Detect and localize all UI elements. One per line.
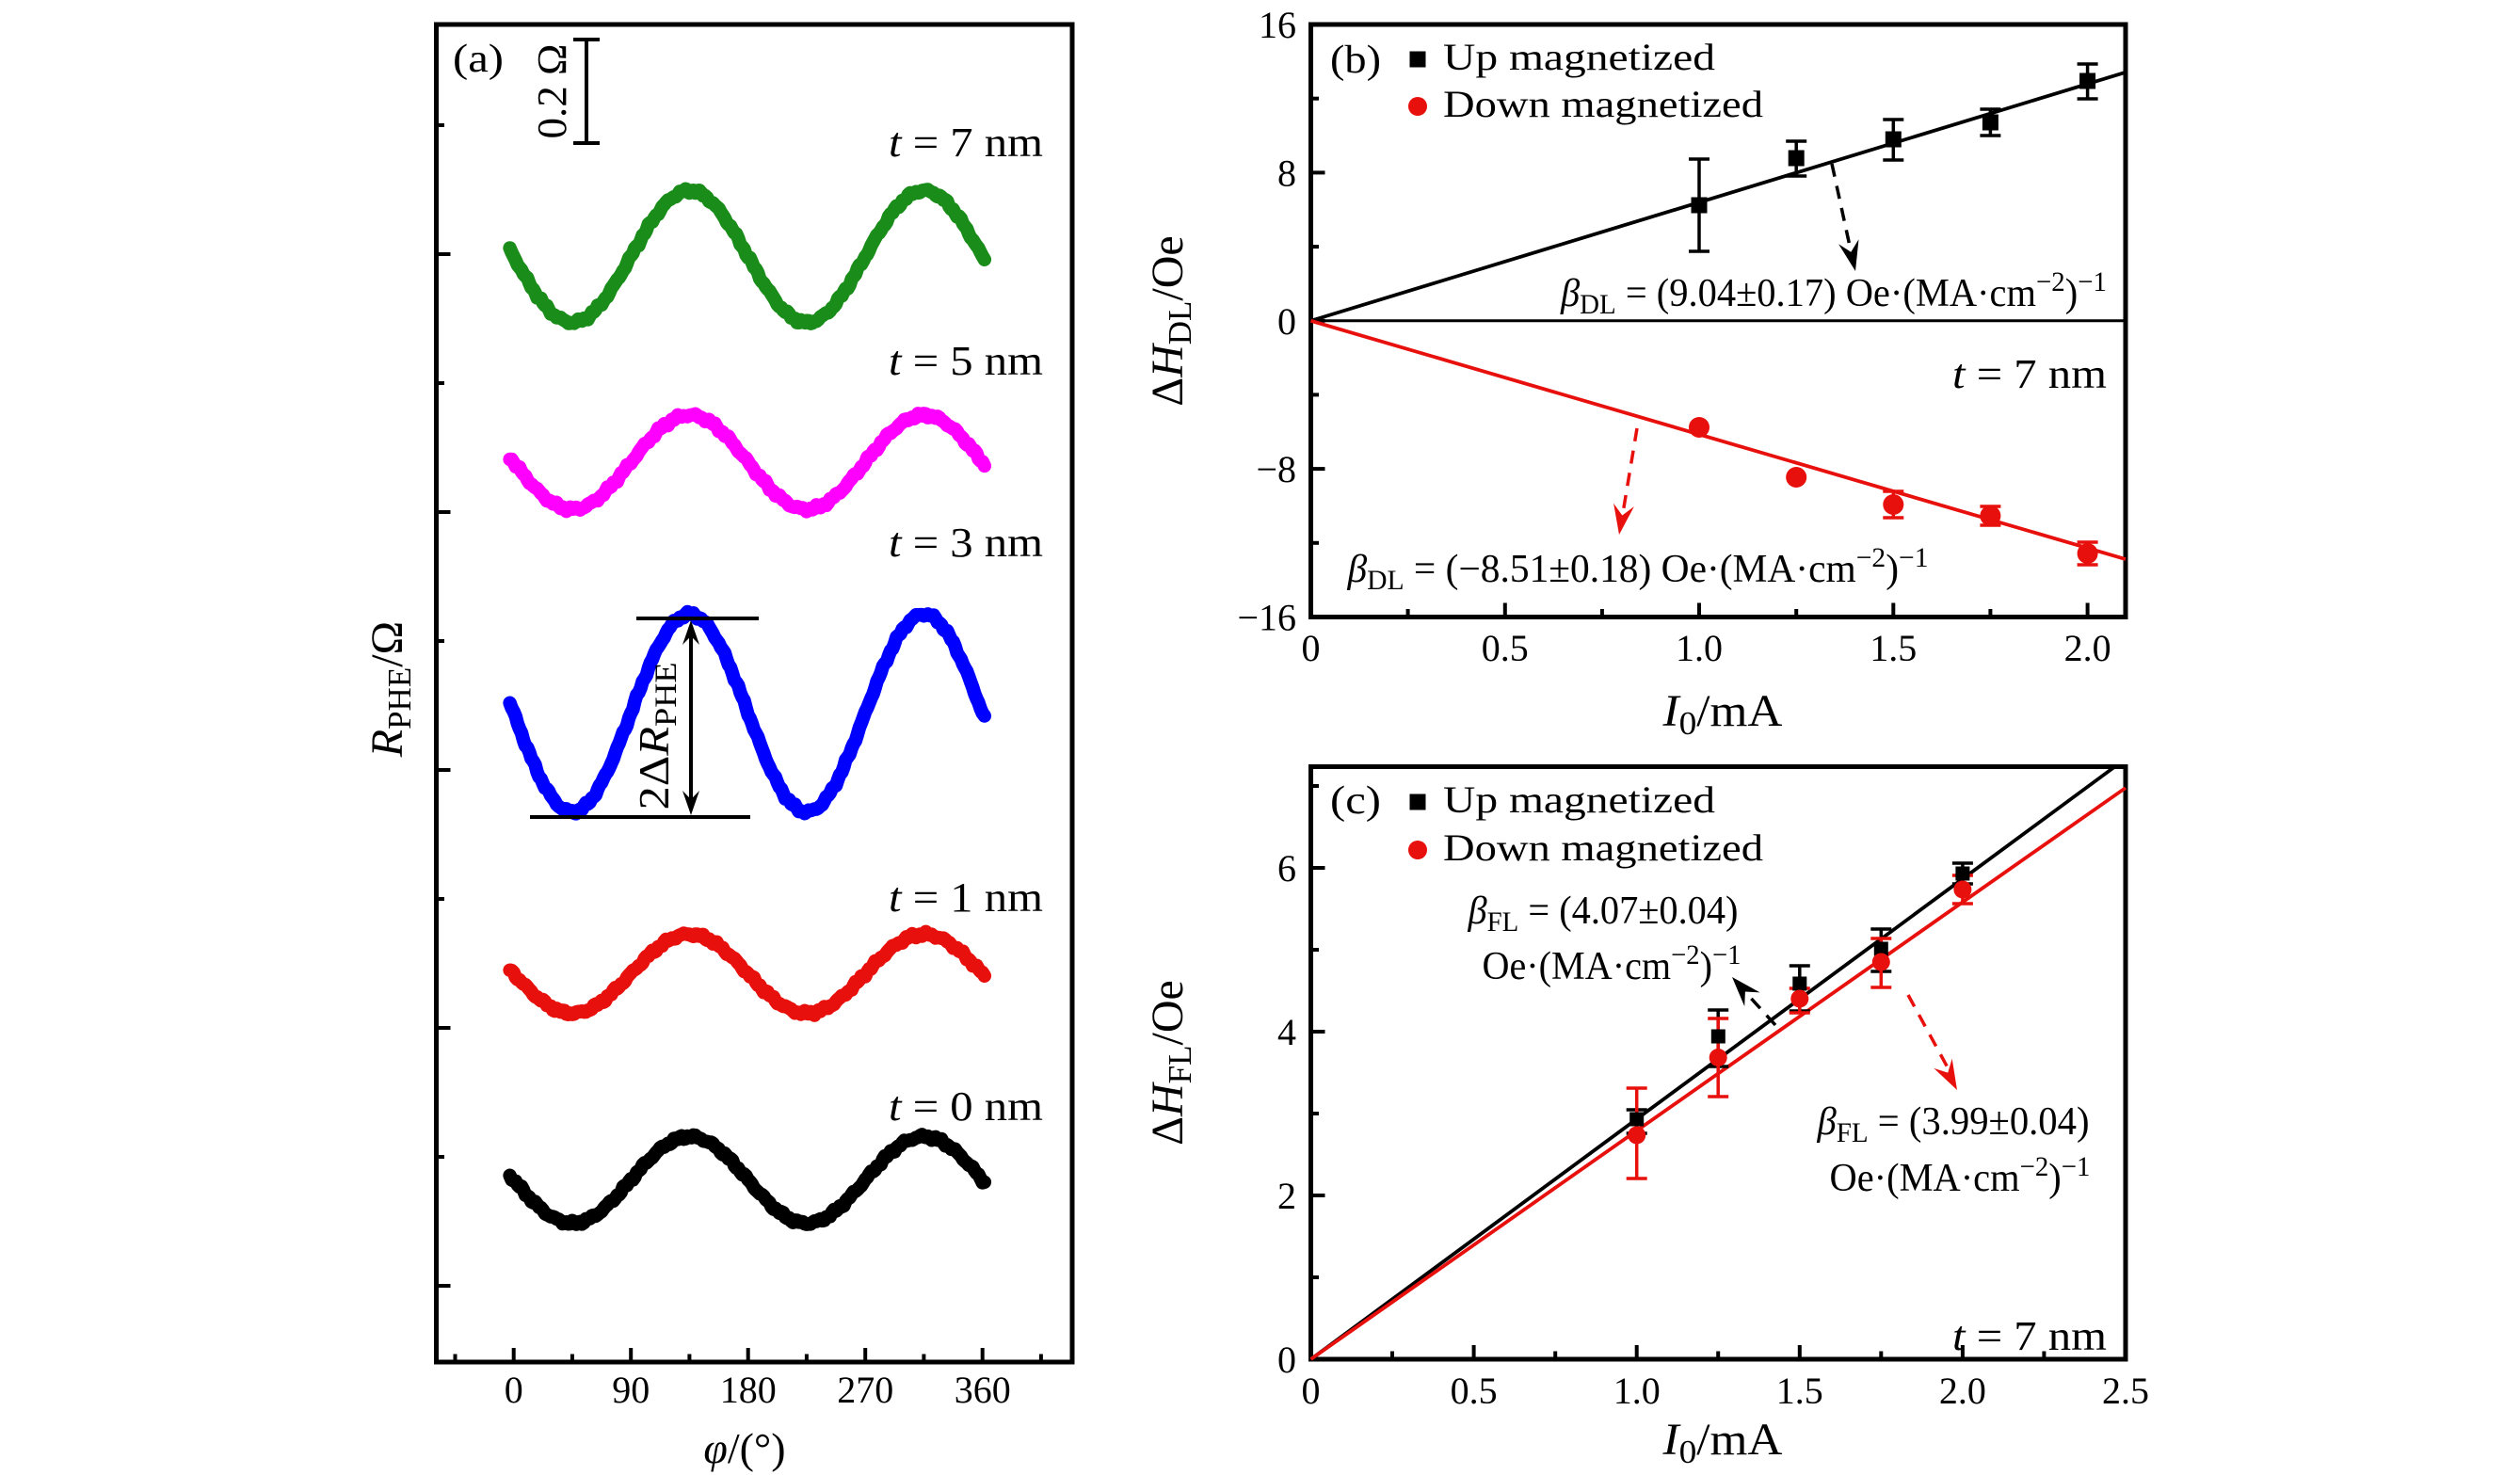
svg-text:16: 16 [1259,4,1296,46]
svg-text:0: 0 [1302,627,1321,669]
svg-text:φ/(°): φ/(°) [703,1424,785,1472]
svg-text:βDL = (9.04±0.17) Oe·(MA·cm−2): βDL = (9.04±0.17) Oe·(MA·cm−2)−1 [1560,266,2107,320]
svg-text:2.0: 2.0 [1939,1370,1986,1412]
svg-text:2ΔRPHE: 2ΔRPHE [630,663,683,810]
svg-text:1.0: 1.0 [1676,627,1723,669]
svg-text:t = 7 nm: t = 7 nm [1952,351,2107,397]
svg-text:βFL = (3.99±0.04): βFL = (3.99±0.04) [1817,1100,2090,1148]
svg-text:βDL = (−8.51±0.18) Oe·(MA·cm−2: βDL = (−8.51±0.18) Oe·(MA·cm−2)−1 [1347,542,1929,596]
svg-text:270: 270 [837,1369,893,1411]
svg-text:2.5: 2.5 [2102,1370,2149,1412]
svg-text:t = 7 nm: t = 7 nm [889,120,1043,166]
svg-text:360: 360 [955,1369,1011,1411]
svg-text:0: 0 [1277,1339,1296,1381]
svg-text:(c): (c) [1330,779,1381,823]
svg-text:2: 2 [1277,1175,1296,1217]
svg-text:1.5: 1.5 [1776,1370,1823,1412]
svg-text:4: 4 [1277,1011,1296,1053]
svg-text:Oe·(MA·cm−2)−1: Oe·(MA·cm−2)−1 [1830,1151,2091,1200]
svg-text:RPHE/Ω: RPHE/Ω [362,621,418,758]
svg-text:ΔHDL/Oe: ΔHDL/Oe [1143,235,1198,407]
svg-text:Down magnetized: Down magnetized [1443,83,1763,125]
svg-text:1.0: 1.0 [1613,1370,1661,1412]
svg-text:βFL = (4.07±0.04): βFL = (4.07±0.04) [1468,890,1739,938]
svg-text:0: 0 [1302,1370,1321,1412]
svg-text:0.5: 0.5 [1451,1370,1498,1412]
svg-text:Up magnetized: Up magnetized [1443,36,1715,78]
svg-text:180: 180 [720,1369,777,1411]
svg-text:t = 7 nm: t = 7 nm [1952,1313,2107,1359]
svg-text:I0/mA: I0/mA [1661,1415,1782,1470]
svg-text:90: 90 [612,1369,650,1411]
svg-text:(a): (a) [453,38,504,81]
svg-text:0.5: 0.5 [1482,627,1529,669]
svg-text:t = 1 nm: t = 1 nm [889,874,1043,921]
svg-text:I0/mA: I0/mA [1661,686,1782,742]
svg-text:2.0: 2.0 [2064,627,2111,669]
svg-text:t = 3 nm: t = 3 nm [889,520,1043,566]
svg-text:1.5: 1.5 [1870,627,1917,669]
svg-text:−8: −8 [1256,448,1296,490]
svg-text:(b): (b) [1330,39,1381,82]
svg-text:6: 6 [1277,847,1296,890]
svg-text:−16: −16 [1237,597,1296,639]
svg-text:Oe·(MA·cm−2)−1: Oe·(MA·cm−2)−1 [1483,939,1742,988]
svg-text:0: 0 [1277,300,1296,343]
svg-text:8: 8 [1277,152,1296,194]
svg-text:ΔHFL/Oe: ΔHFL/Oe [1143,980,1198,1146]
svg-text:Up magnetized: Up magnetized [1443,778,1715,821]
svg-text:Down magnetized: Down magnetized [1443,826,1763,869]
svg-text:t = 5 nm: t = 5 nm [889,338,1043,384]
svg-text:t = 0 nm: t = 0 nm [889,1083,1043,1130]
svg-text:0: 0 [505,1369,523,1411]
svg-text:0.2 Ω: 0.2 Ω [529,44,575,139]
